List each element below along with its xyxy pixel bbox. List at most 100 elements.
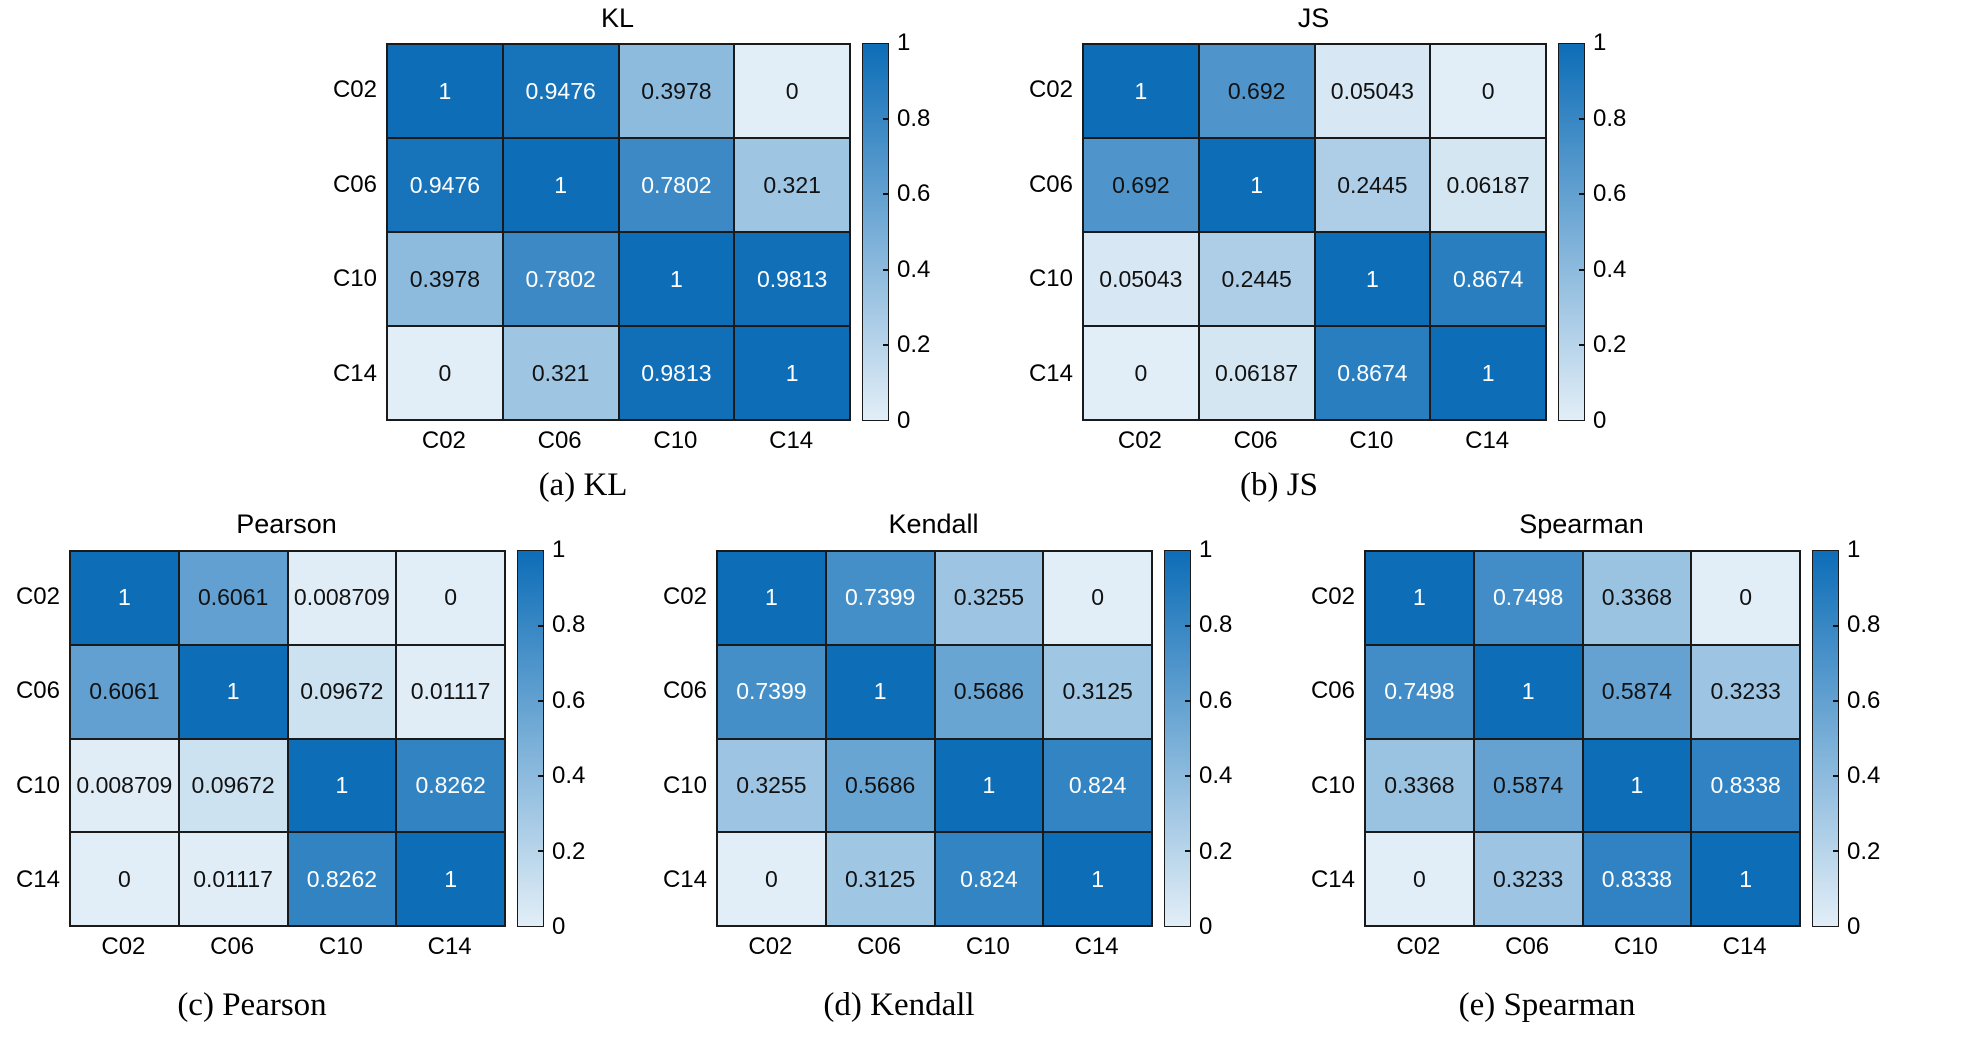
x-tick-label: C10 — [318, 933, 363, 960]
x-axis-labels: C02 C06 C10 C14 — [1082, 427, 1545, 455]
y-tick-label: C02 — [1028, 76, 1073, 104]
colorbar-tick-mark — [883, 193, 889, 196]
chart-title: Kendall — [888, 509, 979, 539]
heatmap-cell: 1 — [1083, 44, 1199, 138]
heatmap-cell: 1 — [287, 738, 397, 833]
heatmap-cell: 0.9476 — [387, 138, 503, 232]
colorbar-tick-label: 0.8 — [1847, 611, 1881, 639]
y-tick-label: C14 — [1028, 359, 1073, 387]
heatmap-cell: 0.3368 — [1582, 551, 1692, 645]
heatmap-cell: 0.8338 — [1691, 738, 1800, 833]
heatmap-grid: 1 0.7498 0.3368 0 0.7498 1 0.5874 0.3233 0.3368 0… — [1364, 550, 1801, 927]
x-tick-label: C02 — [421, 427, 466, 454]
x-tick-label: C10 — [1349, 427, 1394, 454]
x-tick-label: C14 — [1465, 427, 1510, 454]
heatmap-cell: 0 — [1691, 551, 1800, 645]
heatmap-cell: 0.09672 — [178, 738, 288, 833]
colorbar-tick-label: 0.4 — [1847, 762, 1881, 790]
y-tick-label: C14 — [15, 865, 60, 893]
y-tick-label: C02 — [1310, 583, 1355, 611]
heatmap-cell: 1 — [1198, 138, 1315, 232]
heatmap-cell: 0 — [70, 832, 179, 926]
colorbar-tick-mark — [1833, 700, 1839, 702]
colorbar-tick-mark — [1185, 700, 1191, 702]
colorbar-tick-label: 0 — [1847, 913, 1861, 940]
colorbar-tick-mark — [1579, 193, 1585, 196]
colorbar-tick-label: 0 — [1593, 407, 1607, 434]
heatmap-cell: 0.3233 — [1691, 644, 1800, 739]
x-tick-label: C10 — [965, 933, 1010, 960]
chart-title: Pearson — [236, 509, 337, 539]
heatmap-panel-pearson: Pearson C02 C06 C10 C14 1 0.6061 0.008709 0 0.6… — [0, 505, 600, 1024]
heatmap-cell: 0.008709 — [287, 551, 397, 645]
heatmap-cell: 0.3255 — [934, 551, 1044, 645]
heatmap-cell: 0.5874 — [1473, 738, 1583, 833]
heatmap-cell: 0.7399 — [717, 644, 826, 739]
heatmap-cell: 1 — [1365, 551, 1474, 645]
heatmap-cell: 0.8674 — [1430, 232, 1546, 326]
heatmap-cell: 1 — [825, 644, 935, 739]
colorbar-tick-labels: 1 0.8 0.6 0.4 0.2 0 — [1847, 538, 1895, 939]
colorbar-tick-mark — [1833, 850, 1839, 852]
heatmap-cell: 0 — [734, 44, 850, 138]
heatmap-panel-js: JS C02 C06 C10 C14 1 0.692 0.05043 0 0.692 1 0.24… — [1013, 0, 1641, 504]
colorbar-tick-mark — [1579, 268, 1585, 271]
colorbar: 1 0.8 0.6 0.4 0.2 0 — [1558, 31, 1641, 433]
heatmap-cell: 0.9813 — [734, 232, 850, 326]
y-tick-label: C10 — [1310, 771, 1355, 799]
heatmap-cell: 0.05043 — [1314, 44, 1431, 138]
heatmap-grid: 1 0.9476 0.3978 0 0.9476 1 0.7802 0.321 0.3978 0.… — [386, 43, 851, 421]
heatmap-cell: 0 — [717, 832, 826, 926]
colorbar-tick-mark — [538, 775, 544, 777]
heatmap-cell: 0.008709 — [70, 738, 179, 833]
colorbar-tick-label: 0.4 — [1593, 255, 1627, 283]
colorbar-tick-label: 0.2 — [1199, 837, 1233, 865]
y-tick-label: C06 — [15, 677, 60, 705]
x-tick-label: C06 — [1233, 427, 1278, 454]
heatmap-cell: 0.01117 — [396, 644, 505, 739]
heatmap-cell: 1 — [1043, 832, 1152, 926]
colorbar-tick-mark — [1579, 343, 1585, 346]
colorbar-tick-label: 0.8 — [552, 611, 586, 639]
heatmap-cell: 0.3368 — [1365, 738, 1474, 833]
colorbar-tick-label: 0.2 — [1593, 331, 1627, 359]
heatmap-cell: 1 — [1691, 832, 1800, 926]
colorbar-tick-mark — [883, 118, 889, 121]
subplot-caption: (e) Spearman — [1458, 987, 1636, 1023]
colorbar-tick-mark — [538, 700, 544, 702]
heatmap-cell: 0.8674 — [1314, 326, 1431, 420]
colorbar-tick-mark — [1185, 850, 1191, 852]
y-tick-label: C10 — [332, 265, 377, 293]
heatmap-cell: 0 — [1430, 44, 1546, 138]
colorbar-tick-label: 1 — [552, 536, 566, 563]
colorbar-tick-labels: 1 0.8 0.6 0.4 0.2 0 — [897, 31, 945, 433]
heatmap-cell: 0.9813 — [618, 326, 735, 420]
colorbar: 1 0.8 0.6 0.4 0.2 0 — [1164, 538, 1247, 939]
colorbar-tick-label: 0.6 — [1199, 686, 1233, 714]
y-tick-label: C10 — [15, 771, 60, 799]
y-tick-label: C06 — [662, 677, 707, 705]
heatmap-cell: 0.5686 — [934, 644, 1044, 739]
y-axis-labels: C02 C06 C10 C14 — [1295, 550, 1364, 927]
heatmap-panel-kl: KL C02 C06 C10 C14 1 0.9476 0.3978 0 0.9476 1 0.7… — [317, 0, 945, 504]
heatmap-grid: 1 0.6061 0.008709 0 0.6061 1 0.09672 0.01117 0.0… — [69, 550, 506, 927]
colorbar-tick-label: 0.8 — [1593, 104, 1627, 132]
heatmap-cell: 0.8262 — [287, 832, 397, 926]
y-tick-label: C02 — [15, 583, 60, 611]
heatmap-cell: 1 — [387, 44, 503, 138]
heatmap-cell: 0 — [1043, 551, 1152, 645]
colorbar-tick-mark — [538, 625, 544, 627]
heatmap-cell: 0.3233 — [1473, 832, 1583, 926]
x-tick-label: C02 — [748, 933, 793, 960]
x-tick-label: C06 — [537, 427, 582, 454]
heatmap-cell: 0.3125 — [1043, 644, 1152, 739]
colorbar-tick-label: 1 — [1847, 536, 1861, 563]
colorbar: 1 0.8 0.6 0.4 0.2 0 — [862, 31, 945, 433]
y-tick-label: C10 — [662, 771, 707, 799]
y-tick-label: C06 — [1310, 677, 1355, 705]
heatmap-cell: 0.7802 — [502, 232, 619, 326]
heatmap-cell: 0.7802 — [618, 138, 735, 232]
heatmap-cell: 1 — [618, 232, 735, 326]
colorbar: 1 0.8 0.6 0.4 0.2 0 — [517, 538, 600, 939]
y-tick-label: C14 — [332, 359, 377, 387]
